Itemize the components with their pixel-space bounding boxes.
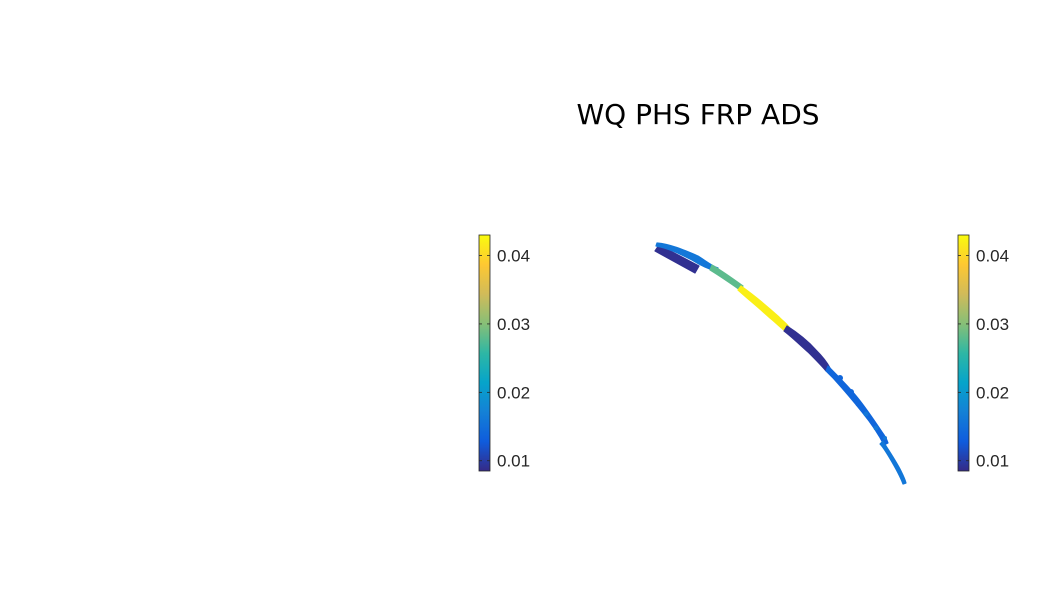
right-colorbar-tick-label: 0.04 <box>976 247 1009 266</box>
chart-title: WQ PHS FRP ADS <box>576 98 819 131</box>
river-fragment <box>848 389 854 395</box>
left-colorbar-tick-label: 0.03 <box>497 315 530 334</box>
right-colorbar-ticks: 0.01 0.02 0.03 0.04 <box>958 247 1009 471</box>
river-fragment <box>675 249 679 253</box>
river-map <box>654 242 907 485</box>
right-colorbar: 0.01 0.02 0.03 0.04 <box>957 234 1009 472</box>
right-colorbar-tick-label: 0.01 <box>976 452 1009 471</box>
river-fragment <box>863 411 869 417</box>
river-fragment <box>801 341 807 347</box>
river-segment <box>879 440 907 485</box>
river-segment <box>783 325 831 372</box>
river-segment <box>654 244 700 274</box>
river-segment <box>709 264 744 291</box>
river-fragment <box>819 357 825 363</box>
left-colorbar-tick-label: 0.04 <box>497 247 530 266</box>
right-colorbar-bar <box>957 234 970 472</box>
river-fragment <box>855 401 861 407</box>
river-segment <box>737 285 790 332</box>
river-fragment <box>837 375 843 381</box>
right-colorbar-tick-label: 0.02 <box>976 383 1009 402</box>
left-colorbar-tick-label: 0.02 <box>497 383 530 402</box>
left-colorbar: 0.01 0.02 0.03 0.04 <box>478 234 530 472</box>
right-colorbar-tick-label: 0.03 <box>976 315 1009 334</box>
river-fragment <box>873 425 879 431</box>
river-fragment <box>809 349 815 355</box>
river-fragment <box>883 436 887 440</box>
left-colorbar-ticks: 0.01 0.02 0.03 0.04 <box>479 247 530 471</box>
left-colorbar-tick-label: 0.01 <box>497 452 530 471</box>
left-colorbar-bar <box>478 234 491 472</box>
